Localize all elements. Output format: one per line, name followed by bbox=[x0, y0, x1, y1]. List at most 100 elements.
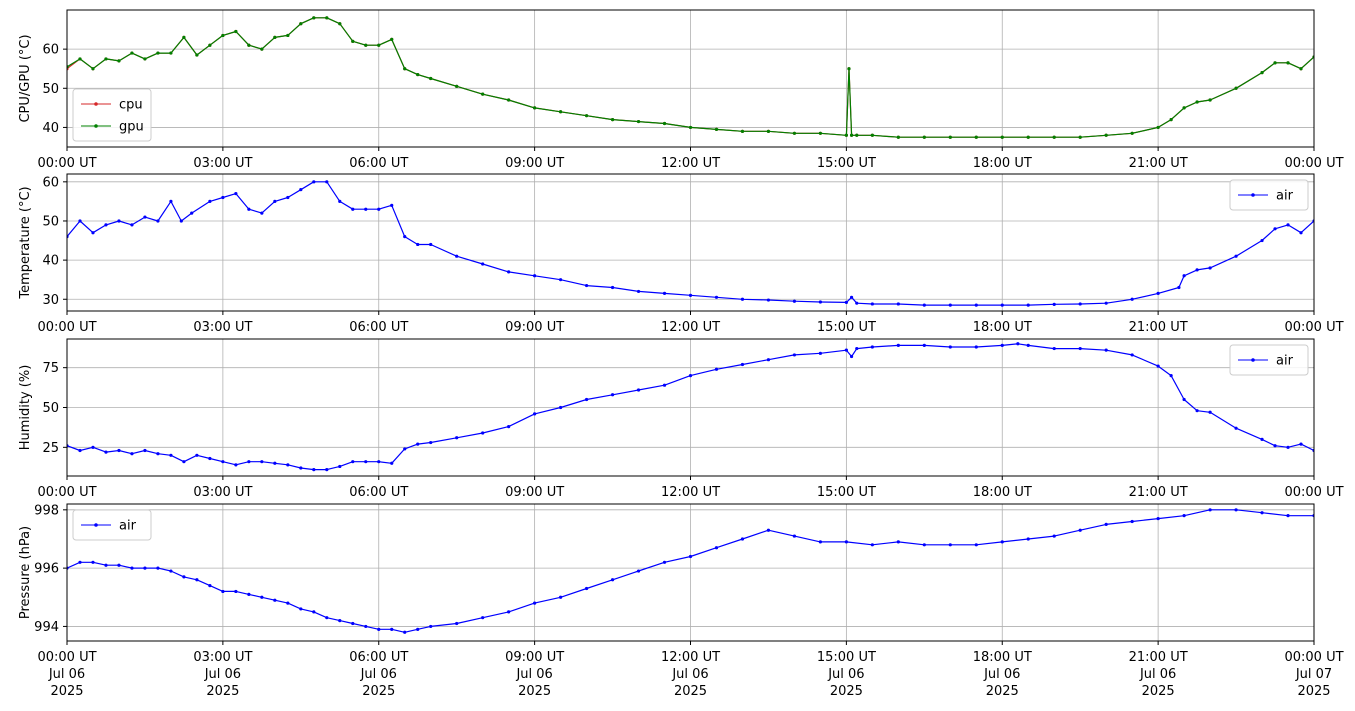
data-point-air bbox=[844, 300, 848, 304]
x-tick-label: 00:00 UT bbox=[1284, 156, 1343, 171]
x-tick-label: 18:00 UT bbox=[973, 156, 1032, 171]
x-tick-label: 15:00 UT bbox=[817, 320, 876, 335]
legend-box bbox=[1229, 344, 1309, 376]
x-tick-year: 2025 bbox=[1142, 684, 1175, 699]
x-tick-label: 21:00 UT bbox=[1129, 485, 1188, 500]
y-axis-label: Temperature (°C) bbox=[18, 186, 33, 299]
x-tick-label: 15:00 UT bbox=[817, 156, 876, 171]
x-tick-label: 12:00 UT bbox=[661, 156, 720, 171]
x-tick-year: 2025 bbox=[518, 684, 551, 699]
data-point-air bbox=[325, 180, 329, 184]
data-point-air bbox=[844, 348, 848, 352]
data-point-air bbox=[610, 393, 615, 397]
data-point-air bbox=[855, 301, 859, 305]
data-point-air bbox=[1234, 508, 1238, 512]
legend: air bbox=[72, 509, 152, 541]
data-point-gpu bbox=[740, 129, 745, 133]
data-point-air bbox=[818, 540, 822, 544]
data-point-air bbox=[117, 448, 121, 453]
data-point-air bbox=[416, 627, 420, 631]
data-point-air bbox=[143, 566, 147, 570]
data-point-air bbox=[974, 543, 978, 547]
x-tick-label: 06:00 UT bbox=[349, 320, 408, 335]
y-axis-label: Pressure (hPa) bbox=[18, 526, 33, 619]
data-point-air bbox=[208, 199, 212, 203]
data-point-air bbox=[286, 463, 290, 467]
data-point-air bbox=[766, 358, 771, 362]
data-point-air bbox=[221, 460, 225, 464]
data-point-gpu bbox=[286, 33, 290, 38]
data-point-gpu bbox=[662, 121, 667, 126]
data-point-gpu bbox=[948, 135, 952, 139]
data-point-gpu bbox=[1000, 135, 1004, 139]
y-tick-label: 998 bbox=[34, 503, 59, 518]
data-point-air bbox=[403, 447, 407, 451]
legend: cpu gpu bbox=[72, 88, 152, 142]
x-tick-label: 12:00 UT bbox=[661, 650, 720, 665]
legend-label-cpu: cpu bbox=[119, 98, 143, 113]
data-point-air bbox=[416, 242, 420, 247]
data-point-air bbox=[299, 188, 303, 192]
legend-label-gpu: gpu bbox=[119, 120, 144, 135]
legend-marker-air bbox=[1251, 358, 1255, 362]
legend-label-air: air bbox=[119, 519, 137, 534]
data-point-air bbox=[260, 460, 264, 464]
data-point-air bbox=[1182, 397, 1186, 402]
data-point-air bbox=[182, 575, 186, 579]
data-point-air bbox=[190, 211, 194, 215]
data-point-air bbox=[896, 343, 900, 347]
data-point-air bbox=[169, 569, 173, 573]
data-point-air bbox=[273, 199, 277, 203]
legend-marker-gpu bbox=[94, 124, 98, 128]
data-point-gpu bbox=[1052, 135, 1056, 139]
data-point-gpu bbox=[403, 67, 407, 71]
data-point-gpu bbox=[416, 72, 420, 77]
data-point-gpu bbox=[234, 29, 238, 34]
data-point-air bbox=[143, 448, 147, 453]
data-point-air bbox=[1078, 346, 1082, 351]
data-point-gpu bbox=[104, 57, 108, 61]
data-point-air bbox=[1026, 343, 1030, 347]
data-point-air bbox=[403, 630, 407, 634]
data-point-air bbox=[273, 598, 277, 602]
data-point-air bbox=[662, 383, 667, 387]
data-point-air bbox=[1299, 442, 1303, 446]
data-point-gpu bbox=[1299, 67, 1303, 71]
data-point-air bbox=[130, 566, 134, 570]
data-point-air bbox=[1260, 238, 1264, 243]
data-point-gpu bbox=[351, 39, 355, 43]
data-point-air bbox=[974, 303, 978, 307]
data-point-air bbox=[1000, 303, 1004, 307]
data-point-air bbox=[714, 367, 719, 371]
data-point-air bbox=[559, 595, 563, 599]
data-point-air bbox=[429, 624, 433, 629]
x-tick-label: 00:00 UT bbox=[1284, 320, 1343, 335]
series-line-air bbox=[67, 343, 1314, 471]
data-point-gpu bbox=[247, 43, 251, 47]
data-point-air bbox=[234, 191, 238, 196]
data-point-air bbox=[896, 302, 900, 306]
data-point-gpu bbox=[792, 131, 797, 135]
x-tick-label: 06:00 UT bbox=[349, 485, 408, 500]
data-point-air bbox=[1234, 254, 1238, 258]
data-point-gpu bbox=[481, 92, 485, 96]
data-point-air bbox=[533, 412, 537, 416]
data-point-air bbox=[533, 601, 537, 605]
data-point-gpu bbox=[390, 37, 394, 41]
data-point-air bbox=[507, 610, 511, 614]
x-tick-year: 2025 bbox=[1297, 684, 1330, 699]
data-point-air bbox=[377, 627, 381, 631]
data-point-air bbox=[455, 254, 459, 258]
data-point-gpu bbox=[584, 114, 589, 118]
data-point-air bbox=[364, 207, 368, 211]
data-point-gpu bbox=[922, 135, 926, 139]
data-point-air bbox=[260, 211, 264, 215]
data-point-air bbox=[338, 464, 342, 469]
data-point-air bbox=[286, 195, 290, 200]
data-point-air bbox=[390, 203, 394, 207]
data-point-gpu bbox=[688, 125, 693, 130]
data-point-gpu bbox=[1104, 133, 1108, 137]
x-tick-label: 21:00 UT bbox=[1129, 650, 1188, 665]
x-tick-date: Jul 06 bbox=[1139, 667, 1176, 682]
data-point-gpu bbox=[1273, 61, 1277, 65]
